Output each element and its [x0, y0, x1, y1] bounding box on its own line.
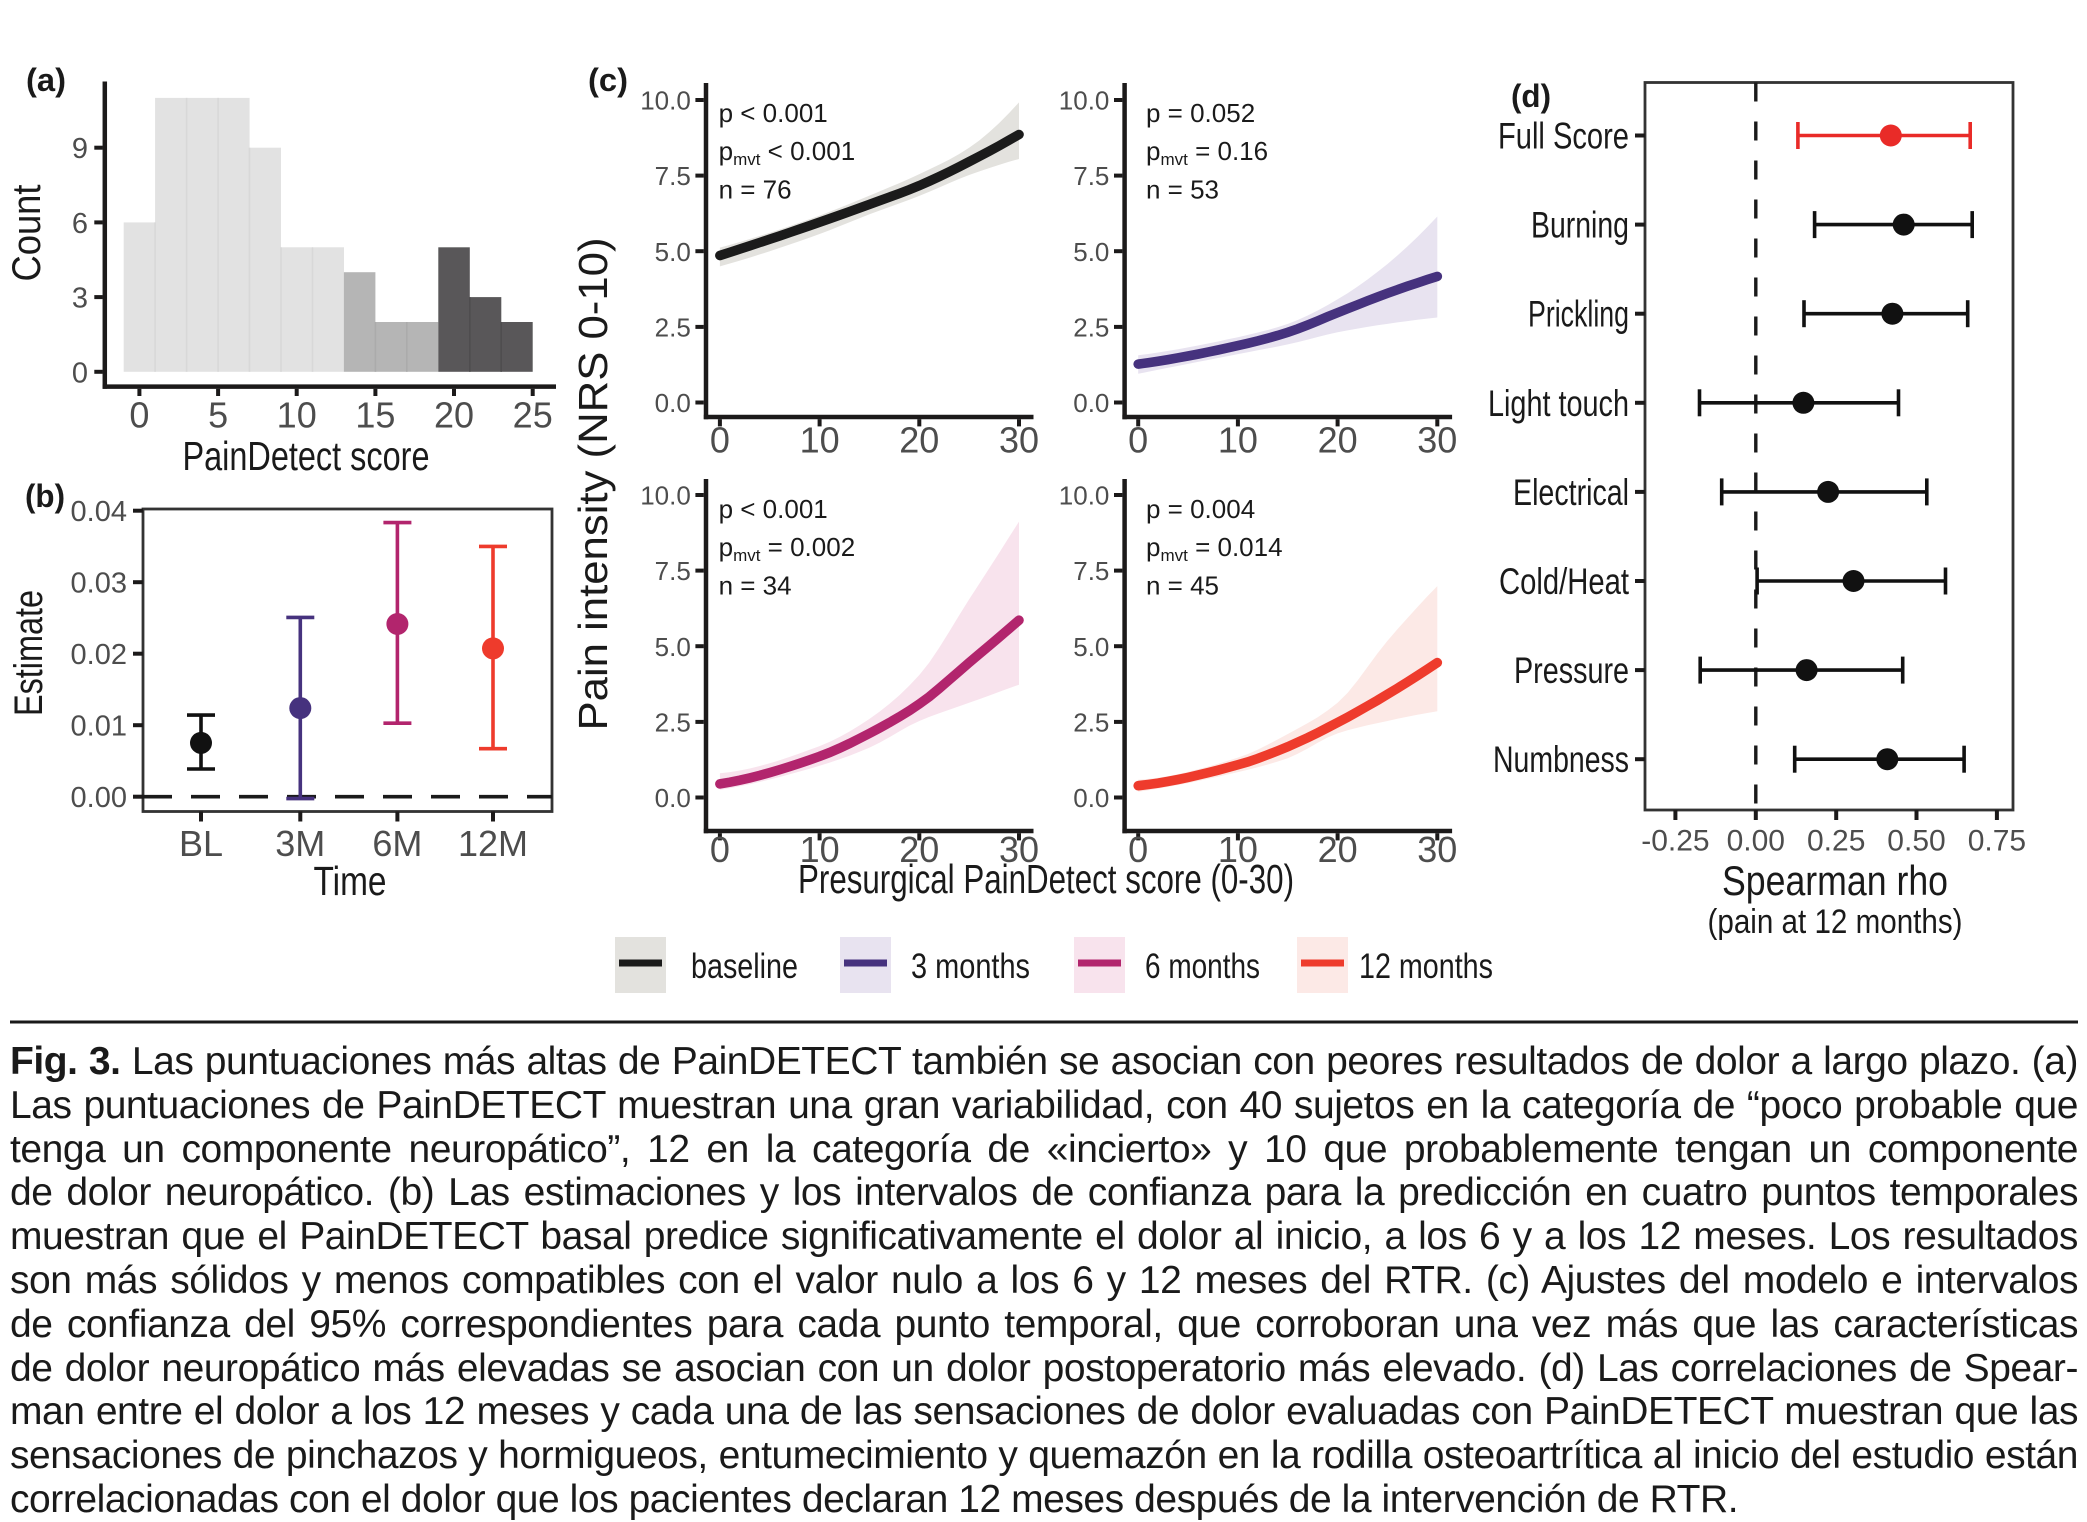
svg-text:10.0: 10.0 [640, 481, 691, 511]
svg-text:20: 20 [1318, 420, 1358, 461]
svg-text:6 months: 6 months [1145, 947, 1260, 986]
svg-text:20: 20 [434, 395, 474, 436]
svg-text:Light touch: Light touch [1488, 383, 1629, 424]
svg-text:p < 0.001: p < 0.001 [719, 98, 828, 128]
svg-text:0.01: 0.01 [71, 711, 127, 743]
svg-text:0.25: 0.25 [1807, 825, 1865, 858]
svg-text:3 months: 3 months [911, 947, 1030, 986]
svg-text:15: 15 [355, 395, 395, 436]
svg-text:10: 10 [800, 420, 840, 461]
svg-text:10: 10 [1218, 420, 1258, 461]
svg-text:12 months: 12 months [1359, 947, 1493, 986]
svg-text:2.5: 2.5 [1073, 707, 1109, 737]
svg-text:(a): (a) [26, 62, 66, 98]
svg-text:0: 0 [710, 420, 730, 461]
svg-text:10.0: 10.0 [640, 86, 691, 116]
svg-text:Full Score: Full Score [1498, 116, 1629, 157]
svg-text:2.5: 2.5 [1073, 312, 1109, 342]
svg-text:20: 20 [1318, 829, 1358, 870]
svg-text:30: 30 [1417, 829, 1457, 870]
svg-text:(pain at 12 months): (pain at 12 months) [1708, 903, 1963, 941]
svg-text:7.5: 7.5 [655, 556, 691, 586]
svg-text:0.00: 0.00 [1727, 825, 1785, 858]
svg-text:5.0: 5.0 [655, 632, 691, 662]
svg-text:Time: Time [314, 858, 387, 904]
svg-text:Cold/Heat: Cold/Heat [1499, 561, 1630, 602]
svg-text:Prickling: Prickling [1528, 294, 1629, 335]
svg-text:0: 0 [129, 395, 149, 436]
svg-text:Pain intensity (NRS 0-10): Pain intensity (NRS 0-10) [570, 238, 616, 731]
svg-text:10: 10 [1218, 829, 1258, 870]
svg-text:7.5: 7.5 [655, 161, 691, 191]
svg-text:n = 45: n = 45 [1146, 570, 1219, 600]
svg-text:5.0: 5.0 [1073, 632, 1109, 662]
svg-text:(d): (d) [1511, 78, 1551, 114]
svg-text:10: 10 [800, 829, 840, 870]
svg-text:5.0: 5.0 [1073, 237, 1109, 267]
svg-text:30: 30 [1417, 420, 1457, 461]
svg-text:6M: 6M [372, 823, 422, 864]
svg-text:20: 20 [899, 420, 939, 461]
svg-text:Pressure: Pressure [1514, 650, 1629, 691]
svg-text:Count: Count [5, 185, 49, 282]
svg-text:-0.25: -0.25 [1641, 825, 1709, 858]
svg-text:3: 3 [72, 283, 88, 315]
svg-text:0.04: 0.04 [71, 496, 127, 528]
svg-text:PainDetect score: PainDetect score [183, 433, 430, 479]
svg-text:p = 0.052: p = 0.052 [1146, 98, 1255, 128]
svg-text:0.02: 0.02 [71, 639, 127, 671]
svg-text:(c): (c) [588, 62, 628, 98]
svg-text:Estimate: Estimate [7, 590, 51, 716]
svg-text:0.00: 0.00 [71, 782, 127, 814]
svg-text:Spearman rho: Spearman rho [1722, 857, 1948, 904]
svg-text:0.0: 0.0 [1073, 388, 1109, 418]
svg-text:0.50: 0.50 [1887, 825, 1945, 858]
svg-text:0.03: 0.03 [71, 568, 127, 600]
svg-text:(b): (b) [25, 478, 65, 514]
svg-text:7.5: 7.5 [1073, 161, 1109, 191]
svg-text:9: 9 [72, 133, 88, 165]
svg-text:pmvt = 0.014: pmvt = 0.014 [1146, 532, 1283, 565]
svg-text:n = 76: n = 76 [719, 174, 792, 204]
svg-text:Electrical: Electrical [1513, 472, 1629, 513]
svg-text:BL: BL [179, 823, 223, 864]
svg-text:20: 20 [899, 829, 939, 870]
svg-text:Numbness: Numbness [1493, 739, 1629, 780]
svg-text:30: 30 [999, 420, 1039, 461]
svg-text:0: 0 [72, 357, 88, 389]
svg-text:6: 6 [72, 208, 88, 240]
svg-text:0.0: 0.0 [655, 388, 691, 418]
svg-text:5: 5 [208, 395, 228, 436]
svg-text:0: 0 [710, 829, 730, 870]
svg-text:10: 10 [277, 395, 317, 436]
svg-text:Burning: Burning [1531, 205, 1629, 246]
svg-text:30: 30 [999, 829, 1039, 870]
svg-text:0: 0 [1128, 829, 1148, 870]
svg-text:n = 53: n = 53 [1146, 174, 1219, 204]
svg-text:0: 0 [1128, 420, 1148, 461]
svg-text:pmvt = 0.16: pmvt = 0.16 [1146, 136, 1268, 169]
svg-text:3M: 3M [275, 823, 325, 864]
svg-text:n = 34: n = 34 [719, 570, 792, 600]
svg-text:7.5: 7.5 [1073, 556, 1109, 586]
svg-text:2.5: 2.5 [655, 707, 691, 737]
svg-text:10.0: 10.0 [1059, 86, 1110, 116]
svg-text:12M: 12M [458, 823, 528, 864]
svg-text:p < 0.001: p < 0.001 [719, 494, 828, 524]
svg-text:pmvt < 0.001: pmvt < 0.001 [719, 136, 856, 169]
svg-text:baseline: baseline [691, 947, 798, 986]
svg-text:p = 0.004: p = 0.004 [1146, 494, 1255, 524]
svg-text:Presurgical PainDetect score (: Presurgical PainDetect score (0-30) [798, 856, 1294, 902]
svg-text:0.0: 0.0 [1073, 783, 1109, 813]
svg-text:pmvt = 0.002: pmvt = 0.002 [719, 532, 856, 565]
svg-text:10.0: 10.0 [1059, 481, 1110, 511]
svg-text:5.0: 5.0 [655, 237, 691, 267]
svg-text:0.75: 0.75 [1968, 825, 2026, 858]
svg-text:2.5: 2.5 [655, 312, 691, 342]
svg-text:25: 25 [513, 395, 553, 436]
svg-text:0.0: 0.0 [655, 783, 691, 813]
